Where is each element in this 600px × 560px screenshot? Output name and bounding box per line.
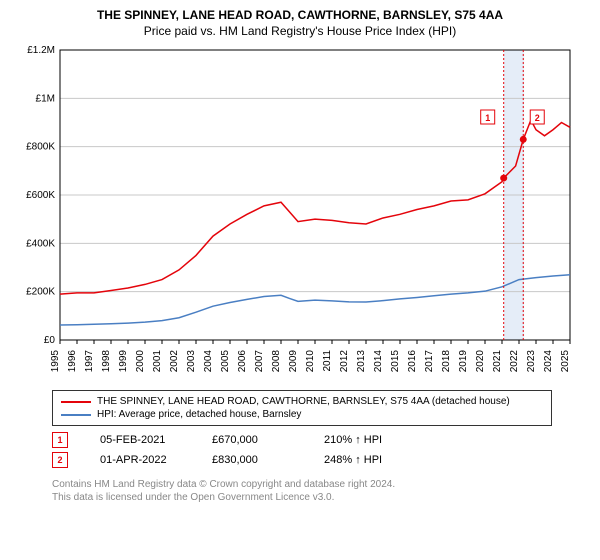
svg-text:2007: 2007 (254, 350, 265, 373)
svg-text:2003: 2003 (186, 350, 197, 373)
svg-text:2013: 2013 (356, 350, 367, 373)
marker-date: 05-FEB-2021 (100, 434, 180, 446)
svg-text:1995: 1995 (50, 350, 61, 373)
marker-row: 1 05-FEB-2021 £670,000 210% ↑ HPI (52, 430, 588, 450)
legend-item: THE SPINNEY, LANE HEAD ROAD, CAWTHORNE, … (61, 395, 543, 408)
svg-text:2014: 2014 (373, 350, 384, 373)
svg-text:£0: £0 (44, 335, 56, 346)
marker-badge: 2 (52, 452, 68, 468)
svg-text:2010: 2010 (305, 350, 316, 373)
svg-text:2018: 2018 (441, 350, 452, 373)
svg-text:2008: 2008 (271, 350, 282, 373)
svg-text:1996: 1996 (67, 350, 78, 373)
svg-text:2009: 2009 (288, 350, 299, 373)
svg-text:2025: 2025 (560, 350, 571, 373)
marker-row: 2 01-APR-2022 £830,000 248% ↑ HPI (52, 450, 588, 470)
footer-line: This data is licensed under the Open Gov… (52, 491, 588, 504)
legend-swatch (61, 401, 91, 403)
svg-text:2024: 2024 (543, 350, 554, 373)
marker-index: 210% ↑ HPI (324, 434, 404, 446)
svg-text:2011: 2011 (322, 350, 333, 372)
svg-text:2: 2 (535, 113, 540, 123)
svg-text:2015: 2015 (390, 350, 401, 373)
legend-label: THE SPINNEY, LANE HEAD ROAD, CAWTHORNE, … (97, 396, 510, 407)
svg-text:2017: 2017 (424, 350, 435, 373)
svg-text:2016: 2016 (407, 350, 418, 373)
svg-text:2020: 2020 (475, 350, 486, 373)
svg-text:£1.2M: £1.2M (27, 45, 55, 56)
marker-price: £830,000 (212, 454, 292, 466)
marker-date: 01-APR-2022 (100, 454, 180, 466)
svg-text:£800K: £800K (26, 142, 55, 153)
svg-text:2006: 2006 (237, 350, 248, 373)
svg-text:1997: 1997 (84, 350, 95, 373)
footer-line: Contains HM Land Registry data © Crown c… (52, 478, 588, 491)
svg-text:2001: 2001 (152, 350, 163, 373)
svg-text:1: 1 (485, 113, 490, 123)
svg-text:£400K: £400K (26, 238, 55, 249)
chart-title: THE SPINNEY, LANE HEAD ROAD, CAWTHORNE, … (12, 8, 588, 22)
svg-text:2002: 2002 (169, 350, 180, 373)
svg-text:1998: 1998 (101, 350, 112, 373)
svg-text:2021: 2021 (492, 350, 503, 373)
svg-text:2022: 2022 (509, 350, 520, 373)
svg-text:£600K: £600K (26, 190, 55, 201)
legend: THE SPINNEY, LANE HEAD ROAD, CAWTHORNE, … (52, 390, 552, 426)
legend-swatch (61, 414, 91, 416)
svg-text:2005: 2005 (220, 350, 231, 373)
chart-subtitle: Price paid vs. HM Land Registry's House … (12, 24, 588, 38)
marker-table: 1 05-FEB-2021 £670,000 210% ↑ HPI 2 01-A… (52, 430, 588, 470)
svg-text:2004: 2004 (203, 350, 214, 373)
marker-index: 248% ↑ HPI (324, 454, 404, 466)
svg-text:£200K: £200K (26, 287, 55, 298)
footer: Contains HM Land Registry data © Crown c… (52, 478, 588, 504)
line-chart: £0 £200K £400K £600K £800K £1M £1.2M 1995 1996 19… (20, 44, 580, 384)
marker-price: £670,000 (212, 434, 292, 446)
plot-area: £0 £200K £400K £600K £800K £1M £1.2M 1995 1996 19… (20, 44, 580, 384)
svg-text:2023: 2023 (526, 350, 537, 373)
svg-text:£1M: £1M (36, 93, 55, 104)
marker-badge: 1 (52, 432, 68, 448)
svg-text:2019: 2019 (458, 350, 469, 373)
svg-text:2012: 2012 (339, 350, 350, 373)
chart-container: THE SPINNEY, LANE HEAD ROAD, CAWTHORNE, … (0, 0, 600, 560)
svg-text:2000: 2000 (135, 350, 146, 373)
legend-item: HPI: Average price, detached house, Barn… (61, 408, 543, 421)
svg-text:1999: 1999 (118, 350, 129, 373)
legend-label: HPI: Average price, detached house, Barn… (97, 409, 301, 420)
